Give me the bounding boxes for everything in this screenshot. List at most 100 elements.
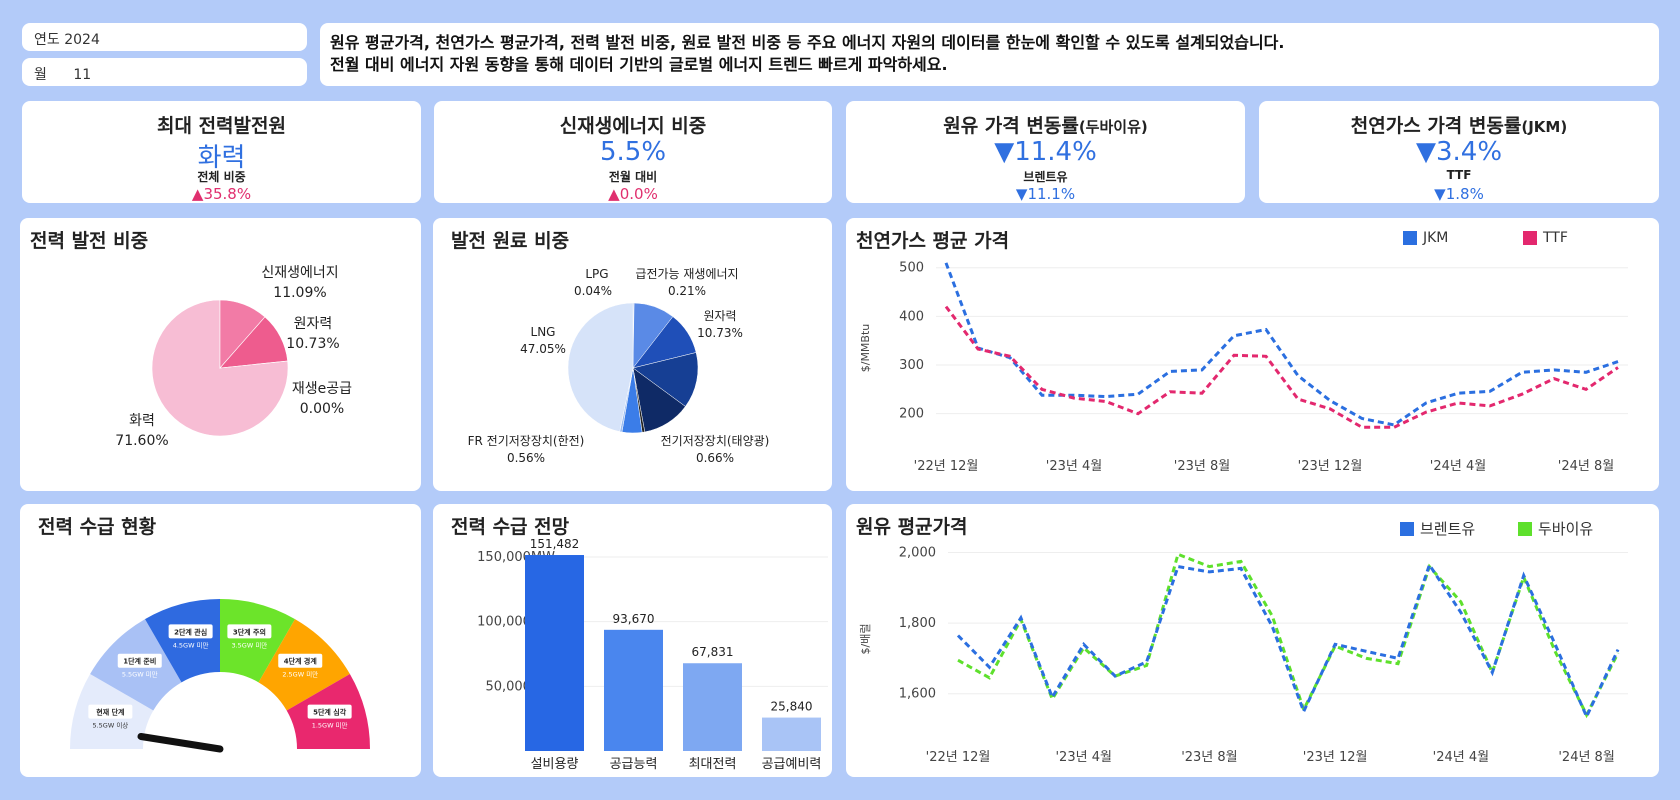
bar-value-label: 25,840 bbox=[771, 700, 813, 714]
y-axis-label: $/MMBtu bbox=[859, 324, 872, 373]
x-tick-label: '24년 8월 bbox=[1558, 459, 1614, 474]
pie-value-label: 0.21% bbox=[668, 284, 706, 298]
gauge-segment-label: 2단계 관심 bbox=[174, 627, 207, 636]
kpi-title: 신재생에너지 비중 bbox=[559, 115, 707, 137]
gauge-label-box bbox=[88, 704, 133, 719]
bar bbox=[525, 555, 584, 751]
year-filter-value: 2024 bbox=[64, 32, 100, 48]
y-tick-label: 2,000 bbox=[899, 546, 936, 561]
kpi-main-value: 화력 bbox=[197, 143, 246, 173]
pie-value-label: 10.73% bbox=[286, 336, 339, 352]
kpi-delta: ▲35.8% bbox=[191, 185, 252, 203]
series-line bbox=[957, 552, 1620, 719]
y-tick-label: 300 bbox=[899, 358, 924, 373]
y-tick-label: 1,600 bbox=[899, 687, 936, 702]
pie-label: 재생e공급 bbox=[292, 381, 352, 397]
kpi-delta: ▼11.1% bbox=[1015, 185, 1076, 203]
pie-value-label: 0.00% bbox=[300, 401, 344, 417]
panel-title: 발전 원료 비중 bbox=[451, 230, 570, 252]
gauge-segment bbox=[145, 599, 220, 683]
month-filter-label: 월 bbox=[34, 67, 47, 83]
kpi-title: 최대 전력발전원 bbox=[157, 115, 286, 137]
gauge-needle bbox=[137, 732, 224, 753]
kpi-main-value: ▼11.4% bbox=[994, 137, 1097, 167]
fuel-share-panel: 발전 원료 비중 LPG 0.04% 급전가능 재생에너지 0.21% 원자력 10.73… bbox=[433, 218, 832, 491]
kpi-title: 원유 가격 변동률(두바이유) bbox=[943, 115, 1148, 137]
series-line bbox=[944, 262, 1619, 427]
x-tick-label: '23년 12월 bbox=[1298, 459, 1363, 474]
gauge-label-box bbox=[168, 624, 213, 639]
gauge-segment-sub: 1.5GW 미만 bbox=[312, 721, 348, 730]
x-tick-label: '23년 8월 bbox=[1181, 750, 1237, 765]
bar bbox=[683, 663, 742, 751]
fuel-share-pie-chart: LPG 0.04% 급전가능 재생에너지 0.21% 원자력 10.73% 전기저장장치(태… bbox=[468, 267, 770, 465]
kpi-card-crude-change: 원유 가격 변동률(두바이유) ▼11.4% 브렌트유 ▼11.1% bbox=[846, 101, 1245, 203]
pie-label: 신재생에너지 bbox=[261, 265, 338, 281]
pie-label: 급전가능 재생에너지 bbox=[635, 267, 738, 281]
pie-label: LNG bbox=[531, 325, 556, 339]
dashboard-description: 원유 평균가격, 천연가스 평균가격, 전력 발전 비중, 원료 발전 비중 등… bbox=[320, 23, 1659, 86]
pie-label: FR 전기저장장치(한전) bbox=[468, 434, 585, 448]
pie-slice bbox=[567, 302, 634, 432]
gas-price-panel: 천연가스 평균 가격 JKM TTF 200 300 400 500 '22년 12월 '… bbox=[846, 218, 1659, 491]
pie-label: 원자력 bbox=[294, 316, 333, 332]
kpi-card-renewable-share: 신재생에너지 비중 5.5% 전월 대비 ▲0.0% bbox=[434, 101, 832, 203]
gas-price-line-chart: 200 300 400 500 '22년 12월 '23년 4월 '23년 8월 '23년 1… bbox=[859, 261, 1628, 474]
bar-value-label: 93,670 bbox=[613, 612, 655, 626]
kpi-main-value: ▼3.4% bbox=[1415, 137, 1503, 167]
pie-label: LPG bbox=[585, 267, 608, 281]
pie-label: 전기저장장치(태양광) bbox=[661, 434, 770, 448]
month-filter-value: 11 bbox=[73, 67, 92, 83]
gauge-segment-sub: 5.5GW 미만 bbox=[122, 670, 158, 679]
pie-value-label: 0.04% bbox=[574, 284, 612, 298]
pie-value-label: 71.60% bbox=[115, 433, 168, 449]
kpi-sub-label: TTF bbox=[1446, 168, 1472, 182]
series-line bbox=[944, 305, 1619, 429]
panel-title: 전력 수급 현황 bbox=[38, 516, 157, 538]
y-tick-label: 500 bbox=[899, 261, 924, 276]
pie-value-label: 47.05% bbox=[520, 342, 566, 356]
gauge-segment-sub: 5.5GW 이상 bbox=[92, 721, 128, 730]
kpi-sub-label: 전체 비중 bbox=[197, 170, 246, 184]
x-tick-label: '24년 4월 bbox=[1430, 459, 1486, 474]
x-tick-label: '22년 12월 bbox=[914, 459, 979, 474]
kpi-card-max-power-source: 최대 전력발전원 화력 전체 비중 ▲35.8% bbox=[22, 101, 421, 203]
panel-title: 전력 발전 비중 bbox=[30, 230, 149, 252]
pie-slice bbox=[632, 352, 699, 407]
gauge-segment-sub: 4.5GW 미만 bbox=[173, 640, 209, 649]
year-filter-label: 연도 bbox=[34, 32, 60, 48]
x-tick-label: 최대전력 bbox=[689, 757, 737, 772]
y-tick-label: 400 bbox=[899, 309, 924, 324]
panel-title: 원유 평균가격 bbox=[856, 516, 968, 538]
kpi-main-value: 5.5% bbox=[599, 137, 667, 167]
gauge-label-box bbox=[307, 704, 352, 719]
x-tick-label: 설비용량 bbox=[531, 757, 579, 772]
month-filter[interactable]: 월 11 bbox=[22, 58, 307, 86]
x-tick-label: 공급예비력 bbox=[762, 757, 822, 772]
year-filter[interactable]: 연도 2024 bbox=[22, 23, 307, 51]
supply-status-panel: 전력 수급 현황 현재 단계 5.5GW 이상 1단계 준비 5.5GW 미만 2단계 … bbox=[20, 504, 421, 777]
oil-price-panel: 원유 평균가격 브렌트유 두바이유 1,600 1,800 2,000 '22년 12… bbox=[846, 504, 1659, 777]
x-tick-label: '23년 4월 bbox=[1055, 750, 1111, 765]
bar-value-label: 67,831 bbox=[692, 645, 734, 659]
power-share-panel: 전력 발전 비중 화력 71.60% 원자력 10.73% 신재생에너지 11.09% 재생… bbox=[20, 218, 421, 491]
supply-outlook-bar-chart: 50,000MW100,000MW150,000MW151,482설비용량93,… bbox=[477, 537, 828, 772]
legend-brent: 브렌트유 bbox=[1400, 518, 1475, 539]
gauge-segment-label: 1단계 준비 bbox=[123, 657, 156, 666]
panel-title: 천연가스 평균 가격 bbox=[856, 230, 1010, 252]
pie-label: 화력 bbox=[129, 413, 155, 429]
bar-value-label: 151,482 bbox=[530, 537, 580, 551]
x-tick-label: '23년 8월 bbox=[1174, 459, 1230, 474]
bar bbox=[604, 629, 663, 751]
description-line-1: 원유 평균가격, 천연가스 평균가격, 전력 발전 비중, 원료 발전 비중 등… bbox=[330, 33, 1285, 52]
gauge-segment-sub: 3.5GW 미만 bbox=[231, 640, 267, 649]
bar bbox=[762, 717, 821, 751]
y-tick-label: 1,800 bbox=[899, 616, 936, 631]
gauge-label-box bbox=[227, 624, 272, 639]
x-tick-label: '24년 4월 bbox=[1433, 750, 1489, 765]
legend-ttf: TTF bbox=[1523, 230, 1568, 246]
gauge-segment-label: 4단계 경계 bbox=[284, 657, 317, 666]
gauge-segment bbox=[220, 599, 295, 683]
pie-value-label: 10.73% bbox=[697, 326, 743, 340]
power-share-pie-chart: 화력 71.60% 원자력 10.73% 신재생에너지 11.09% 재생e공급 0.00% bbox=[115, 265, 352, 449]
